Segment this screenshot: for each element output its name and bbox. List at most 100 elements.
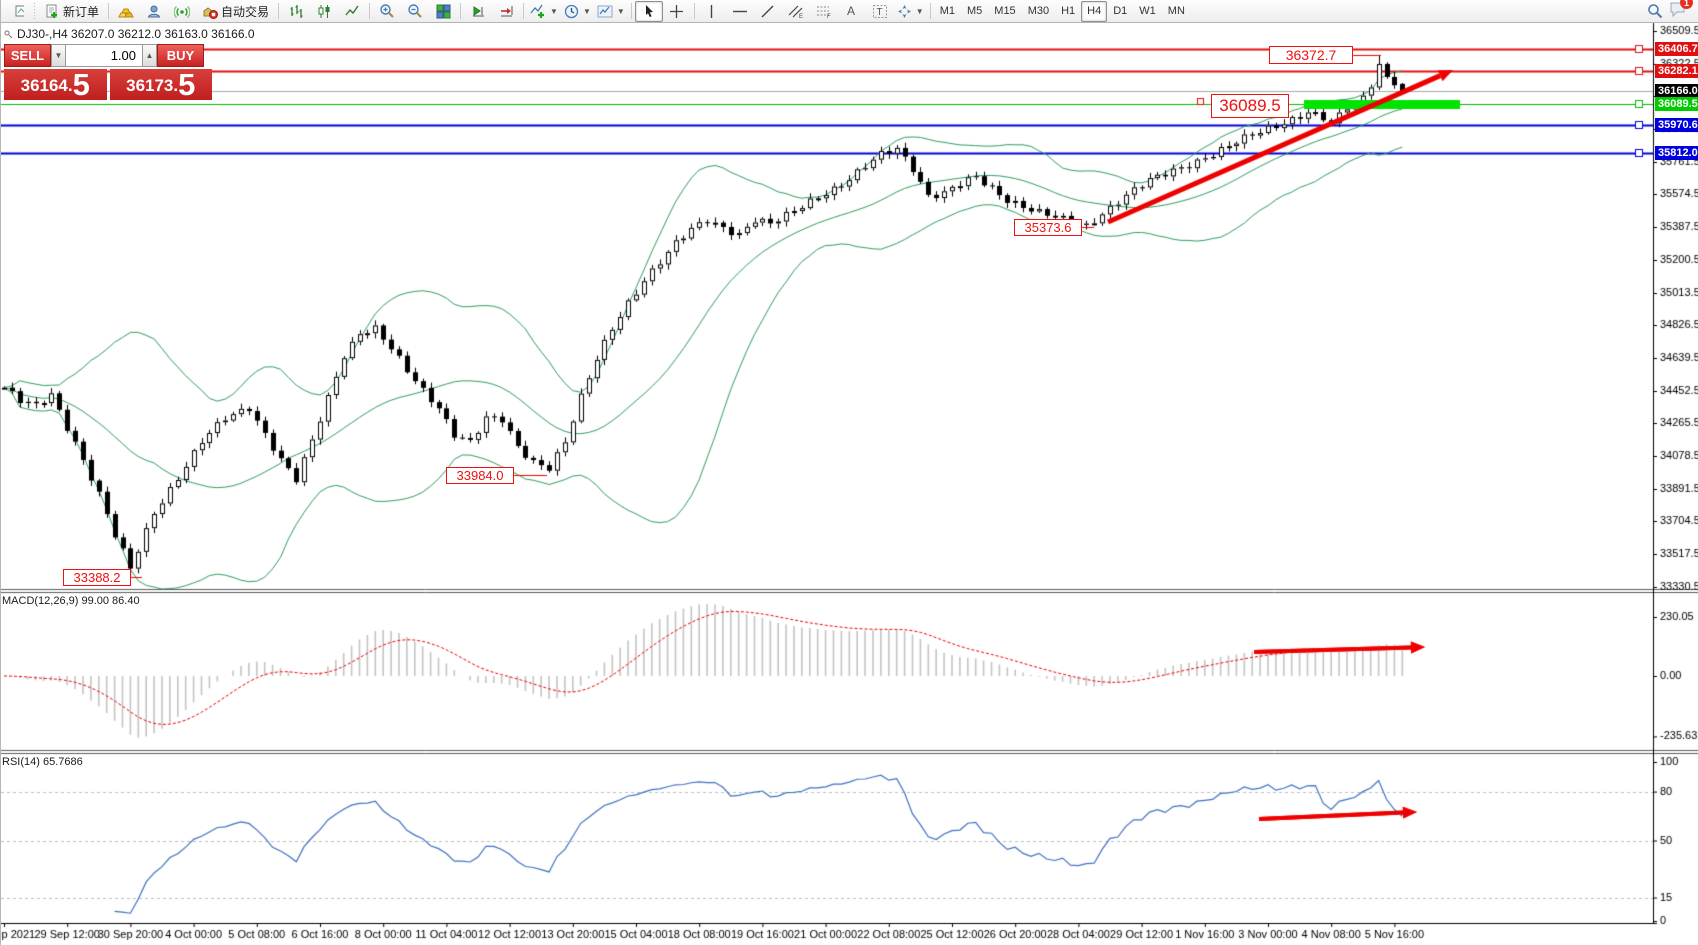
timeframe-group: M1 M5 M15 M30 H1 H4 D1 W1 MN <box>934 0 1191 22</box>
annotation-label[interactable]: 36372.7 <box>1269 46 1353 64</box>
price-axis-label: 35970.6 <box>1655 118 1698 132</box>
market-watch-button[interactable] <box>112 1 140 22</box>
line-chart-button[interactable] <box>338 1 366 22</box>
cursor-button[interactable] <box>634 0 663 22</box>
annotation-label[interactable]: 33984.0 <box>446 467 514 484</box>
one-click-trading-panel: SELL ▼ ▲ BUY 36164.5 36173.5 <box>4 44 212 100</box>
bar-chart-button[interactable] <box>282 1 310 22</box>
fibonacci-tool-button[interactable]: F <box>810 1 838 22</box>
tile-windows-icon <box>436 4 451 18</box>
search-button[interactable] <box>1641 1 1669 22</box>
horizontal-line-tool-button[interactable] <box>726 1 754 22</box>
volume-decrease-button[interactable]: ▼ <box>51 44 66 67</box>
trade-prices-row: 36164. 5 36173. 5 <box>4 69 212 100</box>
new-order-label: 新订单 <box>63 4 100 19</box>
chart-title-text: DJ30-,H4 36207.0 36212.0 36163.0 36166.0 <box>17 27 255 41</box>
new-order-button[interactable]: 新订单 <box>39 1 105 22</box>
timeframe-button-m30[interactable]: M30 <box>1027 5 1050 17</box>
volume-increase-button[interactable]: ▲ <box>142 44 157 67</box>
autotrade-icon <box>203 6 219 19</box>
sell-price-main: 36164 <box>20 76 68 95</box>
buy-price-display[interactable]: 36173. 5 <box>109 67 212 102</box>
timeframe-button-mn[interactable]: MN <box>1167 5 1185 17</box>
text-icon: A <box>847 4 855 18</box>
toolbar-separator <box>369 3 371 19</box>
trendline-icon <box>761 5 774 17</box>
text-label-icon: T <box>872 4 887 18</box>
buy-price-main: 36173 <box>126 76 174 95</box>
clipped-toolbar-icon[interactable] <box>3 1 31 22</box>
sell-price-dot: . <box>67 76 73 95</box>
timeframe-button-h1[interactable]: H1 <box>1061 5 1076 17</box>
timeframe-button-m1[interactable]: M1 <box>939 5 955 17</box>
price-axis-label: 36282.1 <box>1655 64 1698 78</box>
volume-input[interactable] <box>66 44 142 67</box>
toolbar-grip <box>33 3 37 19</box>
zoom-out-button[interactable] <box>401 1 429 22</box>
chart-window-icon <box>15 5 24 17</box>
timeframe-button-m15[interactable]: M15 <box>994 5 1016 17</box>
text-tool-button[interactable]: A <box>838 1 866 22</box>
notifications-button[interactable]: 1 <box>1669 0 1693 22</box>
annotation-label[interactable]: 35373.6 <box>1014 219 1082 236</box>
toolbar-separator <box>523 3 525 19</box>
svg-text:E: E <box>799 14 803 19</box>
toolbar-separator <box>460 3 462 19</box>
periods-button[interactable]: ▼ <box>561 1 594 22</box>
chart-title-bar: DJ30-,H4 36207.0 36212.0 36163.0 36166.0 <box>4 27 255 41</box>
toolbar-separator <box>630 3 632 19</box>
toolbar-separator <box>929 3 931 19</box>
autoscroll-button[interactable] <box>464 1 492 22</box>
vertical-line-tool-button[interactable] <box>698 1 726 22</box>
chart-title-icon <box>4 30 13 38</box>
timeframe-button-m5[interactable]: M5 <box>967 5 983 17</box>
indicators-button[interactable]: ▼ <box>527 1 561 22</box>
svg-text:F: F <box>827 14 831 19</box>
notification-badge: 1 <box>1680 0 1693 9</box>
text-label-tool-button[interactable]: T <box>866 1 894 22</box>
shapes-tool-button[interactable]: ▼ <box>894 1 927 22</box>
buy-button[interactable]: BUY <box>157 44 204 67</box>
clock-icon <box>564 4 579 18</box>
timeframe-button-h4[interactable]: H4 <box>1081 0 1108 22</box>
price-axis-label: 35812.0 <box>1655 146 1698 160</box>
timeframe-button-d1[interactable]: D1 <box>1113 5 1128 17</box>
crosshair-icon <box>670 4 684 18</box>
annotation-label[interactable]: 33388.2 <box>63 569 131 586</box>
templates-button[interactable]: ▼ <box>594 1 628 22</box>
rsi-indicator-title: RSI(14) 65.7686 <box>2 756 83 768</box>
chart-shift-button[interactable] <box>492 1 520 22</box>
channel-tool-button[interactable]: E <box>782 1 810 22</box>
bars-icon <box>290 4 303 18</box>
signal-icon <box>174 5 191 18</box>
crosshair-button[interactable] <box>663 1 691 22</box>
profile-button[interactable] <box>140 1 168 22</box>
chart-shift-icon <box>500 5 513 16</box>
toolbar-separator <box>693 3 695 19</box>
dropdown-arrow-icon: ▼ <box>582 6 591 16</box>
main-toolbar: 新订单 自动交易 ▼ ▼ <box>1 0 1698 23</box>
autotrade-button[interactable]: 自动交易 <box>196 1 275 22</box>
fibonacci-icon: F <box>816 6 831 19</box>
gold-icon <box>118 8 134 18</box>
candlestick-chart-button[interactable] <box>310 1 338 22</box>
sell-price-display[interactable]: 36164. 5 <box>4 69 107 100</box>
autotrade-label: 自动交易 <box>221 4 270 19</box>
tile-windows-button[interactable] <box>429 1 457 22</box>
cursor-icon <box>645 4 653 17</box>
svg-text:T: T <box>876 7 882 18</box>
vertical-line-icon <box>711 4 713 18</box>
buy-price-big-digit: 5 <box>178 67 196 102</box>
zoom-in-button[interactable] <box>373 1 401 22</box>
template-icon <box>597 5 613 17</box>
equidistant-channel-icon: E <box>788 5 803 19</box>
trendline-tool-button[interactable] <box>754 1 782 22</box>
sell-button[interactable]: SELL <box>4 44 51 67</box>
signals-button[interactable] <box>168 1 196 22</box>
annotation-label[interactable]: 36089.5 <box>1211 94 1289 118</box>
toolbar-separator <box>278 3 280 19</box>
add-indicator-icon <box>530 4 545 18</box>
timeframe-button-w1[interactable]: W1 <box>1139 5 1156 17</box>
